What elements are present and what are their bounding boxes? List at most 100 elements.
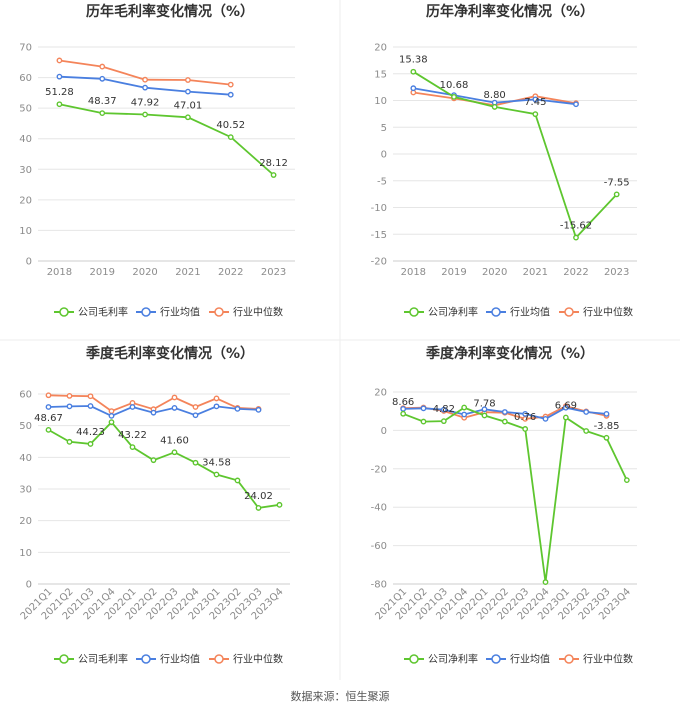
data-label: 7.45 [524,97,546,108]
data-point-avg [87,403,94,409]
legend-swatch-marker [409,654,419,664]
y-tick-label: 50 [19,421,32,432]
data-label: 51.28 [45,87,74,98]
data-point-median [108,408,115,414]
data-label: 8.80 [484,90,506,101]
data-label: 24.02 [244,491,273,502]
data-point-company [451,93,457,100]
y-tick-label: -20 [371,257,387,268]
data-point-company [270,172,277,178]
data-point-avg [66,403,73,410]
y-tick-label: -5 [377,176,387,187]
legend-item-company[interactable]: 公司毛利率 [54,306,128,319]
data-point-avg [192,412,199,419]
data-point-company [562,414,569,421]
y-tick-label: -20 [371,464,387,475]
data-label: 4.82 [433,404,455,415]
data-point-median [87,393,94,400]
y-tick-label: 40 [19,134,32,145]
data-point-company [532,111,539,118]
data-point-avg [461,411,468,418]
legend-label: 公司净利率 [428,653,478,666]
data-point-company [213,471,220,478]
data-label: -15.62 [560,221,592,232]
legend-swatch-marker [214,307,224,317]
legend-label: 行业中位数 [233,653,283,666]
data-label: 0.76 [514,412,536,423]
data-point-company [185,114,191,121]
legend-item-median[interactable]: 行业中位数 [209,653,283,666]
legend-item-avg[interactable]: 行业均值 [486,653,550,666]
y-tick-label: 5 [381,123,387,134]
legend-item-company[interactable]: 公司毛利率 [54,653,128,666]
y-tick-label: 20 [374,43,387,54]
data-point-median [45,392,52,399]
data-label: 40.52 [216,120,245,131]
data-point-company [522,426,529,432]
legend-item-company[interactable]: 公司净利率 [404,653,478,666]
legend-label: 行业中位数 [233,306,283,319]
y-tick-label: 10 [19,548,32,559]
legend-label: 行业中位数 [583,653,633,666]
data-point-company [142,111,148,118]
x-tick-label: 2021 [175,267,200,278]
legend-item-avg[interactable]: 行业均值 [136,306,200,319]
chart-title: 历年净利率变化情况（%） [426,3,594,20]
data-point-company [234,477,241,484]
chart-panel-2: 历年净利率变化情况（%） -20 -15 -10 -5 0 5 10 15 20 2018 2019 2… [371,3,637,319]
series-line-company [59,103,275,176]
y-tick-label: 30 [19,165,32,176]
legend-item-company[interactable]: 公司净利率 [404,306,478,319]
legend-item-avg[interactable]: 行业均值 [136,653,200,666]
legend-label: 行业均值 [510,306,550,319]
data-point-avg [171,405,178,411]
data-point-company [501,418,508,425]
data-point-avg [227,91,234,98]
chart-panel-3: 季度毛利率变化情况（%）01020304050602021Q12021Q2202… [19,345,290,666]
data-point-avg [542,415,549,422]
y-tick-label: 10 [374,96,387,107]
legend-item-median[interactable]: 行业中位数 [209,306,283,319]
y-tick-label: 0 [26,580,32,591]
x-tick-label: 2022 [563,267,588,278]
legend-swatch-marker [59,654,69,664]
legend-item-median[interactable]: 行业中位数 [559,653,633,666]
series-line-company [402,406,628,583]
data-label: 8.66 [392,397,414,408]
data-point-avg [142,84,148,91]
data-point-median [171,394,178,401]
legend-label: 行业中位数 [583,306,633,319]
data-point-avg [573,101,579,108]
data-label: -7.55 [604,177,630,188]
legend-item-avg[interactable]: 行业均值 [486,306,550,319]
data-label: 47.92 [131,98,160,109]
data-point-avg [410,85,417,92]
legend-swatch-marker [564,654,574,664]
x-tick-label: 2018 [401,267,426,278]
x-tick-label: 2019 [441,267,466,278]
data-point-avg [234,405,241,412]
legend-swatch-marker [214,654,224,664]
data-point-avg [129,404,136,410]
data-point-avg [255,406,262,413]
data-point-avg [213,403,220,410]
y-tick-label: 30 [19,485,32,496]
x-tick-label: 2020 [482,267,507,278]
x-tick-label: 2020 [132,267,157,278]
data-point-company [99,110,106,117]
data-point-avg [603,410,610,417]
data-point-company [481,412,488,419]
chart-title: 季度毛利率变化情况（%） [85,345,254,362]
y-tick-label: 50 [19,104,32,115]
data-point-company [45,426,52,433]
legend-label: 行业均值 [510,653,550,666]
legend-label: 公司净利率 [428,306,478,319]
data-point-company [542,579,549,585]
data-label: 41.60 [160,435,189,446]
data-point-avg [420,405,427,412]
legend-item-median[interactable]: 行业中位数 [559,306,633,319]
data-point-company [400,410,407,417]
legend-swatch-marker [491,307,501,317]
data-point-company [410,68,417,75]
